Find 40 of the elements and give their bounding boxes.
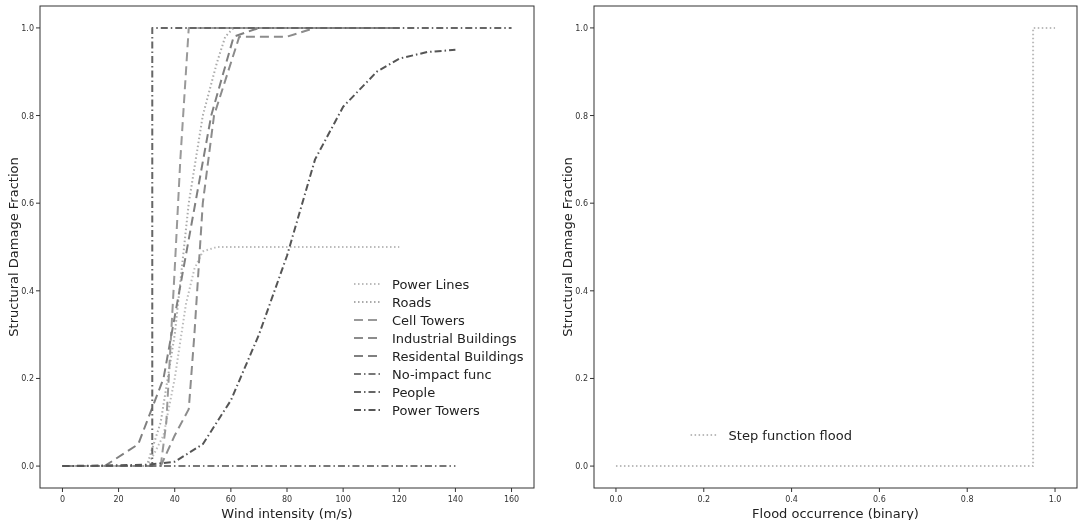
legend-label: Industrial Buildings [392,331,517,346]
x-axis-title: Flood occurrence (binary) [752,506,919,520]
legend-label: Residental Buildings [392,349,524,364]
y-axis-title: Structural Damage Fraction [6,157,21,337]
x-tick-label: 80 [281,495,293,504]
x-tick-label: 1.0 [1048,495,1062,504]
legend-label: Roads [392,295,432,310]
legend-label: Cell Towers [392,313,466,328]
x-tick-label: 40 [169,495,180,504]
x-tick-label: 0.6 [873,495,886,504]
y-tick-label: 0.2 [575,374,588,384]
x-tick-label: 20 [113,495,124,504]
x-tick-label: 0.8 [960,495,974,504]
y-tick-label: 0.4 [575,286,588,296]
y-tick-label: 0.0 [21,462,34,472]
legend-label: People [392,385,436,400]
y-tick-label: 0.2 [21,374,34,384]
y-tick-label: 0.0 [575,462,588,472]
legend-label: Power Lines [392,277,470,292]
y-tick-label: 1.0 [21,23,34,33]
y-tick-label: 0.8 [21,111,34,121]
y-tick-label: 0.8 [575,111,588,121]
x-tick-label: 160 [503,495,520,504]
y-tick-label: 0.4 [21,286,34,296]
x-tick-label: 0.4 [785,495,798,504]
y-tick-label: 0.6 [575,199,588,209]
x-tick-label: 60 [225,495,236,504]
y-axis-title: Structural Damage Fraction [560,157,575,337]
x-axis-title: Wind intensity (m/s) [221,506,353,520]
x-tick-label: 0.0 [609,495,623,504]
x-tick-label: 120 [391,495,407,504]
x-tick-label: 100 [335,495,351,504]
x-tick-label: 0.2 [697,495,711,504]
x-tick-label: 140 [447,495,464,504]
x-tick-label: 0 [59,495,65,504]
y-tick-label: 0.6 [21,199,34,209]
legend-label: Step function flood [728,428,852,443]
legend-label: No-impact func [392,367,492,382]
legend-label: Power Towers [392,403,481,418]
y-tick-label: 1.0 [575,23,588,33]
